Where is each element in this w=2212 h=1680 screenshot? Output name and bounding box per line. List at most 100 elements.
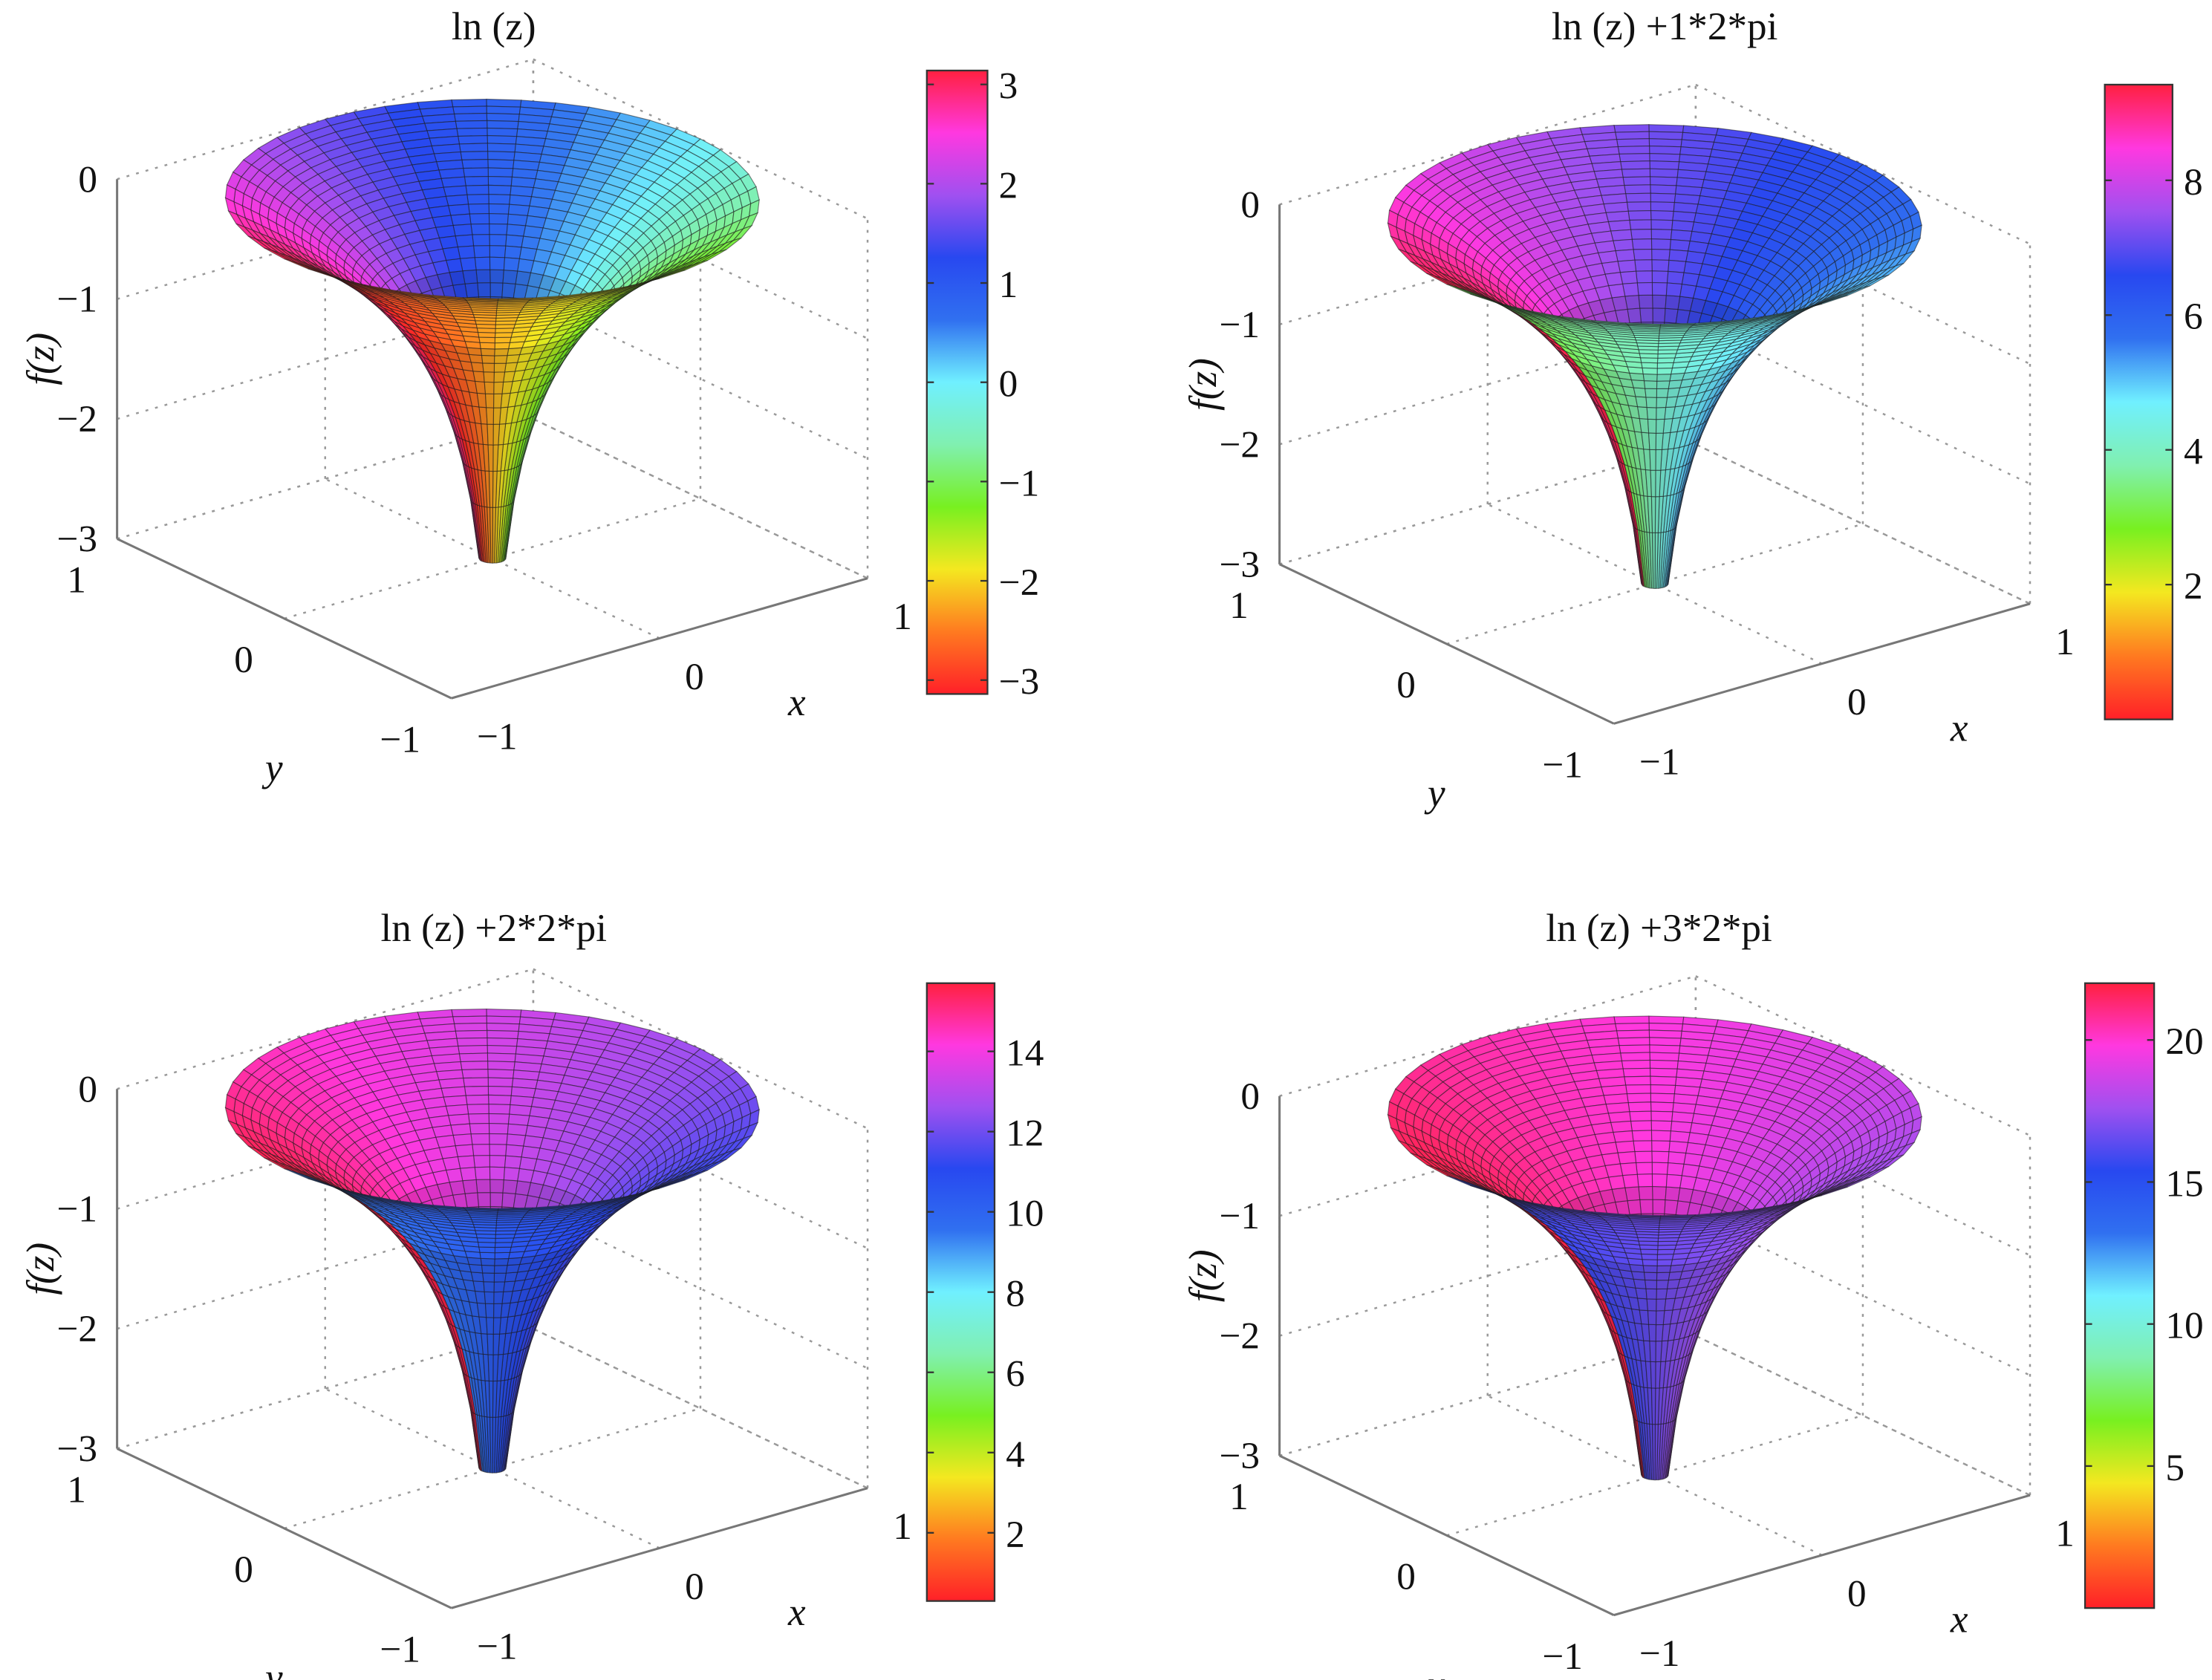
x-axis-label: x [787,1590,806,1634]
surface-patch [1645,388,1658,398]
grid-line [1695,443,2031,605]
surface-patch [1650,1387,1656,1425]
surface-patch [470,223,490,235]
surface-patch [507,213,528,227]
surface-patch [487,1069,515,1079]
x-tick-label: −1 [477,1626,518,1668]
surface-patch [486,407,495,425]
y-tick-label: −1 [380,1628,420,1670]
surface-patch [487,167,514,178]
surface-patch [493,362,507,373]
surface-patch [463,176,489,186]
surface-patch [1668,1140,1689,1154]
z-tick-label: −1 [57,279,98,321]
surface-patch [1652,1199,1666,1214]
y-axis-line [1278,563,1615,725]
surface-patch [493,1265,508,1274]
surface-patch [1643,380,1658,390]
surface-patch [1636,406,1649,420]
surface-patch [494,1257,510,1266]
surface-patch [1613,1015,1650,1025]
surface-patch [468,1263,484,1274]
colorbar-tick-label: 0 [999,363,1018,406]
surface-patch [450,213,472,227]
surface-patch [1625,1084,1651,1095]
surface-patch [476,392,487,408]
surface-patch [1649,1037,1682,1046]
surface-patch [1636,281,1653,296]
surface-patch [447,1113,470,1126]
surface-patch [489,1192,504,1208]
surface-patch [494,348,510,356]
surface [1387,124,1922,589]
surface-patch [1665,295,1681,310]
surface-patch [1666,1162,1685,1176]
surface-patch [1614,131,1650,140]
surface-patch [451,1008,487,1018]
surface-patch [497,1207,533,1210]
surface-patch [505,1144,524,1158]
surface-patch [1626,1093,1652,1104]
colorbar-tick-label: −3 [999,661,1040,703]
surface-patch [492,444,499,472]
surface-patch [1651,249,1671,261]
colorbar-tick-label: 2 [999,164,1018,206]
surface-patch [489,245,507,258]
surface-patch [1650,495,1656,533]
y-tick-label: 1 [67,1469,86,1511]
surface-patch [489,1179,505,1194]
y-tick-label: 1 [1229,585,1249,627]
surface-patch [1627,1101,1652,1113]
surface-patch [482,1272,495,1283]
surface-patch [1659,322,1696,325]
surface-patch [1656,362,1674,369]
z-tick-label: −3 [57,1428,98,1471]
surface-patch [1651,281,1668,296]
surface-patch [447,204,470,216]
surface-patch [472,1280,485,1292]
surface-patch [1617,259,1637,273]
surface-patch [1635,396,1647,408]
surface-patch [487,120,519,130]
surface-patch [1610,229,1633,241]
y-axis-line [116,538,452,700]
surface-patch [1651,1173,1668,1188]
surface-patch [453,112,488,122]
surface-patch [1619,1052,1650,1062]
surface-patch [458,134,488,145]
surface-patch [494,1242,513,1248]
surface-patch [1655,418,1665,434]
surface-patch [1619,1162,1638,1176]
surface-patch [487,1052,516,1063]
surface-patch [466,1104,489,1115]
surface-patch [503,1167,521,1182]
surface-patch [497,297,533,300]
axes [116,179,868,700]
colorbar-tick-label: 4 [1006,1433,1025,1476]
surface-patch [1669,238,1691,252]
surface-patch [1648,138,1682,148]
x-axis-label: x [1950,706,1968,749]
surface-patch [474,256,491,270]
surface-patch [492,1317,501,1335]
surface-patch [1651,259,1670,273]
grid-line [1695,83,2031,245]
y-axis-label: y [261,746,283,789]
surface-patch [1651,1424,1656,1481]
colorbar-scale [926,982,996,1602]
surface-patch [1635,1162,1653,1175]
surface-patch [1638,294,1653,309]
surface-patch [452,224,473,237]
surface-patch [463,1086,489,1096]
y-axis-line [1278,1454,1615,1617]
surface [1387,1015,1922,1481]
surface-patch [472,371,485,382]
surface-patch [1656,397,1668,408]
surface-patch [484,1303,495,1318]
surface-patch [507,1123,528,1136]
colorbar-tick-label: −1 [999,462,1040,504]
surface-patch [1648,1015,1685,1025]
y-axis-line [116,1448,452,1609]
surface-patch [463,167,489,178]
